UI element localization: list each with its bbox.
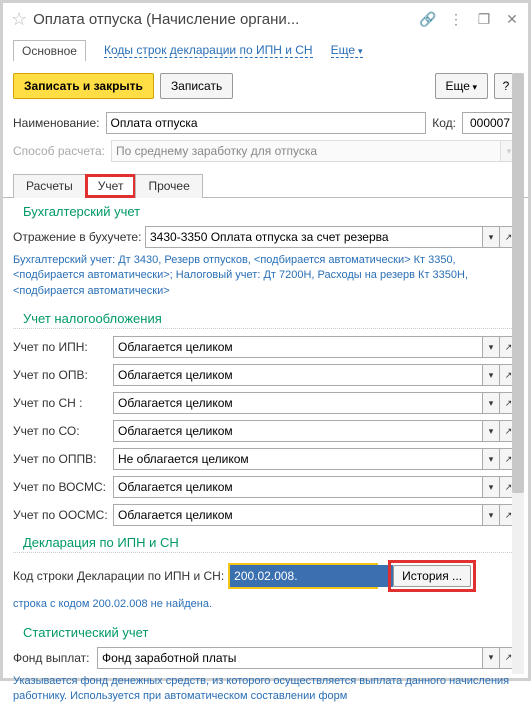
more-button[interactable]: Еще	[435, 73, 488, 99]
page-tab-calc[interactable]: Расчеты	[13, 174, 86, 198]
vosms-input[interactable]	[113, 476, 482, 498]
so-label: Учет по СО:	[13, 424, 109, 438]
nav-tab-more[interactable]: Еще	[331, 43, 363, 58]
nav-tab-main[interactable]: Основное	[13, 40, 86, 61]
opv-input[interactable]	[113, 364, 482, 386]
refl-dropdown-icon[interactable]: ▾	[482, 226, 500, 248]
decl-label: Код строки Декларации по ИПН и СН:	[13, 569, 224, 583]
ipn-input[interactable]	[113, 336, 482, 358]
name-input[interactable]	[106, 112, 427, 134]
refl-label: Отражение в бухучете:	[13, 230, 141, 244]
fund-input[interactable]	[97, 647, 482, 669]
opv-label: Учет по ОПВ:	[13, 368, 109, 382]
history-button[interactable]: История ...	[393, 565, 471, 587]
oppv-input[interactable]	[113, 448, 482, 470]
section-accounting: Бухгалтерский учет	[13, 198, 518, 221]
name-label: Наименование:	[13, 116, 100, 130]
page-tab-other[interactable]: Прочее	[135, 174, 202, 198]
oppv-label: Учет по ОППВ:	[13, 452, 109, 466]
vosms-label: Учет по ВОСМС:	[13, 480, 109, 494]
scrollbar[interactable]	[512, 73, 524, 674]
nav-tab-codes[interactable]: Коды строк декларации по ИПН и СН	[104, 43, 313, 58]
sn-input[interactable]	[113, 392, 482, 414]
close-icon[interactable]: ✕	[504, 12, 520, 28]
window-title: Оплата отпуска (Начисление органи...	[33, 11, 408, 28]
section-tax: Учет налогообложения	[13, 305, 518, 329]
oosms-dropdown-icon[interactable]: ▾	[482, 504, 500, 526]
so-dropdown-icon[interactable]: ▾	[482, 420, 500, 442]
detach-icon[interactable]: ❐	[476, 12, 492, 28]
method-label: Способ расчета:	[13, 144, 105, 158]
oosms-label: Учет по ООСМС:	[13, 508, 109, 522]
code-label: Код:	[432, 116, 456, 130]
accounting-info: Бухгалтерский учет: Дт 3430, Резерв отпу…	[3, 251, 528, 305]
kebab-menu-icon[interactable]: ⋮	[448, 12, 464, 28]
vosms-dropdown-icon[interactable]: ▾	[482, 476, 500, 498]
decl-notfound: строка с кодом 200.02.008 не найдена.	[3, 595, 528, 618]
write-button[interactable]: Записать	[160, 73, 233, 99]
page-tab-acct[interactable]: Учет	[85, 174, 137, 198]
oosms-input[interactable]	[113, 504, 482, 526]
sn-dropdown-icon[interactable]: ▾	[482, 392, 500, 414]
so-input[interactable]	[113, 420, 482, 442]
write-close-button[interactable]: Записать и закрыть	[13, 73, 154, 99]
section-decl: Декларация по ИПН и СН	[13, 529, 518, 553]
method-input	[111, 140, 500, 162]
sn-label: Учет по СН :	[13, 396, 109, 410]
favorite-star-icon[interactable]: ☆	[11, 9, 27, 30]
ipn-dropdown-icon[interactable]: ▾	[482, 336, 500, 358]
section-stat: Статистический учет	[13, 619, 518, 642]
link-icon[interactable]: 🔗	[420, 12, 436, 28]
fund-label: Фонд выплат:	[13, 651, 93, 665]
opv-dropdown-icon[interactable]: ▾	[482, 364, 500, 386]
ipn-label: Учет по ИПН:	[13, 340, 109, 354]
code-input[interactable]	[462, 112, 518, 134]
fund-dropdown-icon[interactable]: ▾	[482, 647, 500, 669]
oppv-dropdown-icon[interactable]: ▾	[482, 448, 500, 470]
scrollbar-thumb[interactable]	[512, 73, 524, 493]
stat-info: Указывается фонд денежных средств, из ко…	[3, 672, 528, 710]
refl-input[interactable]	[145, 226, 482, 248]
decl-input[interactable]	[230, 565, 393, 587]
